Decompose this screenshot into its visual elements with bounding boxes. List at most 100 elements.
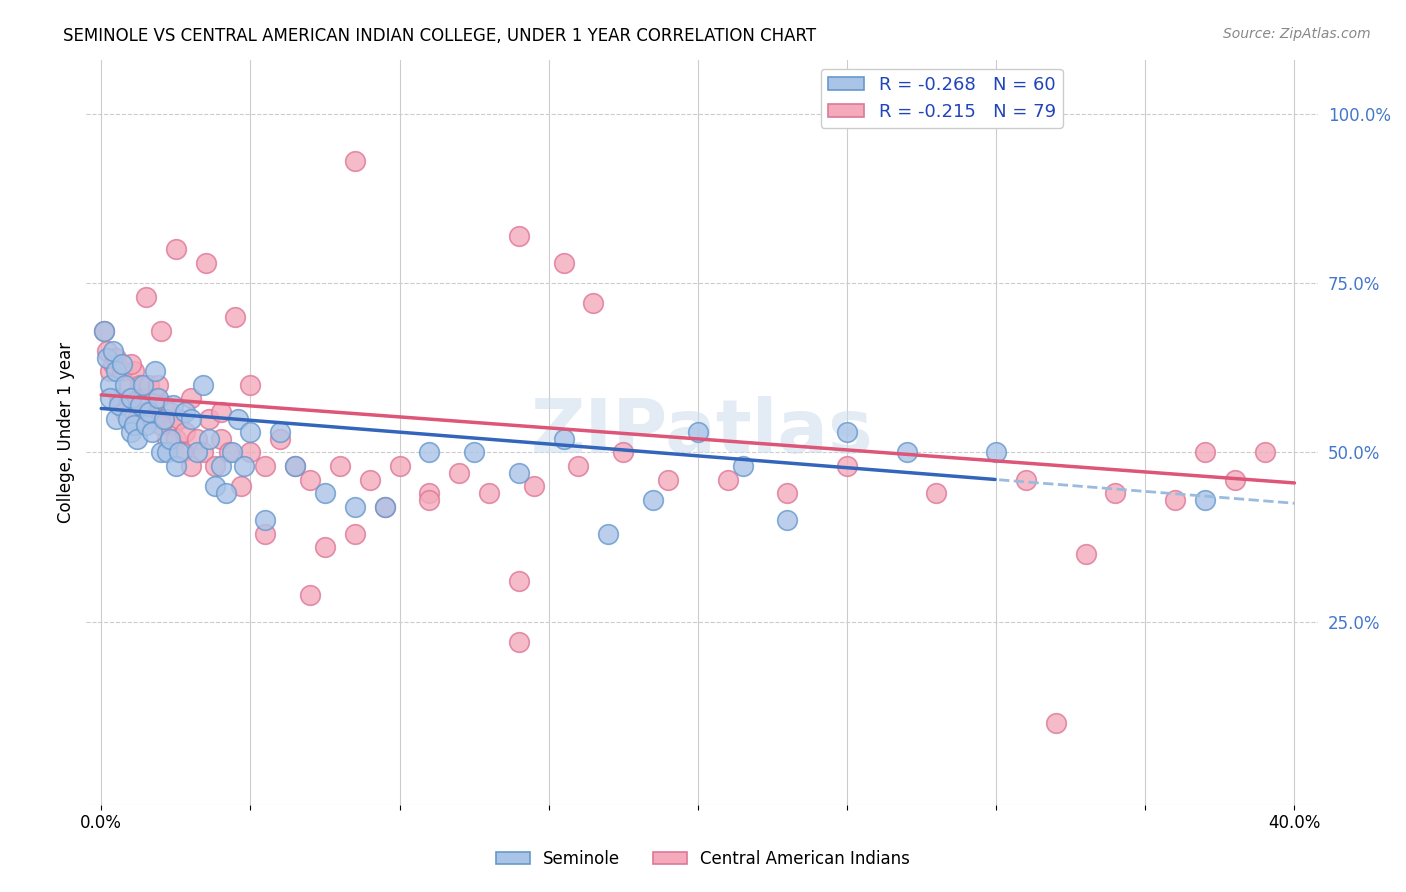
Point	[159, 432, 181, 446]
Point	[508, 574, 530, 589]
Point	[117, 411, 139, 425]
Point	[269, 432, 291, 446]
Point	[149, 411, 172, 425]
Point	[141, 425, 163, 439]
Point	[143, 364, 166, 378]
Point	[553, 432, 575, 446]
Point	[162, 398, 184, 412]
Point	[146, 391, 169, 405]
Point	[165, 432, 187, 446]
Point	[343, 526, 366, 541]
Point	[204, 479, 226, 493]
Point	[149, 324, 172, 338]
Point	[418, 486, 440, 500]
Point	[173, 405, 195, 419]
Point	[143, 391, 166, 405]
Point	[209, 458, 232, 473]
Point	[343, 500, 366, 514]
Point	[108, 398, 131, 412]
Point	[215, 486, 238, 500]
Point	[96, 343, 118, 358]
Point	[122, 364, 145, 378]
Point	[153, 411, 176, 425]
Point	[165, 242, 187, 256]
Point	[233, 458, 256, 473]
Point	[218, 445, 240, 459]
Point	[269, 425, 291, 439]
Point	[120, 358, 142, 372]
Point	[418, 492, 440, 507]
Point	[209, 405, 232, 419]
Point	[731, 458, 754, 473]
Legend: Seminole, Central American Indians: Seminole, Central American Indians	[489, 844, 917, 875]
Point	[114, 377, 136, 392]
Point	[156, 445, 179, 459]
Point	[254, 526, 277, 541]
Point	[239, 425, 262, 439]
Point	[135, 418, 157, 433]
Point	[194, 256, 217, 270]
Point	[191, 445, 214, 459]
Point	[284, 458, 307, 473]
Point	[186, 445, 208, 459]
Point	[567, 458, 589, 473]
Point	[125, 432, 148, 446]
Point	[105, 364, 128, 378]
Point	[138, 377, 160, 392]
Text: Source: ZipAtlas.com: Source: ZipAtlas.com	[1223, 27, 1371, 41]
Point	[657, 473, 679, 487]
Point	[149, 418, 172, 433]
Point	[125, 411, 148, 425]
Point	[105, 351, 128, 365]
Point	[224, 310, 246, 324]
Y-axis label: College, Under 1 year: College, Under 1 year	[58, 342, 75, 523]
Point	[111, 364, 134, 378]
Point	[717, 473, 740, 487]
Point	[449, 466, 471, 480]
Point	[135, 405, 157, 419]
Point	[101, 358, 124, 372]
Point	[180, 411, 202, 425]
Point	[120, 391, 142, 405]
Point	[191, 377, 214, 392]
Point	[156, 432, 179, 446]
Point	[141, 411, 163, 425]
Point	[132, 377, 155, 392]
Point	[132, 391, 155, 405]
Point	[146, 377, 169, 392]
Point	[374, 500, 396, 514]
Point	[120, 391, 142, 405]
Point	[129, 398, 152, 412]
Point	[105, 411, 128, 425]
Point	[1164, 492, 1187, 507]
Point	[329, 458, 352, 473]
Point	[180, 458, 202, 473]
Point	[418, 445, 440, 459]
Text: ZIPatlas: ZIPatlas	[531, 396, 873, 468]
Point	[835, 458, 858, 473]
Point	[98, 391, 121, 405]
Point	[1045, 716, 1067, 731]
Point	[204, 458, 226, 473]
Point	[120, 425, 142, 439]
Point	[173, 425, 195, 439]
Point	[925, 486, 948, 500]
Point	[776, 486, 799, 500]
Point	[612, 445, 634, 459]
Point	[1194, 492, 1216, 507]
Point	[686, 425, 709, 439]
Point	[153, 398, 176, 412]
Point	[167, 445, 190, 459]
Point	[93, 324, 115, 338]
Point	[122, 418, 145, 433]
Point	[209, 432, 232, 446]
Point	[197, 411, 219, 425]
Point	[314, 486, 336, 500]
Point	[228, 411, 250, 425]
Point	[553, 256, 575, 270]
Point	[167, 411, 190, 425]
Point	[598, 526, 620, 541]
Point	[1194, 445, 1216, 459]
Point	[835, 425, 858, 439]
Point	[162, 418, 184, 433]
